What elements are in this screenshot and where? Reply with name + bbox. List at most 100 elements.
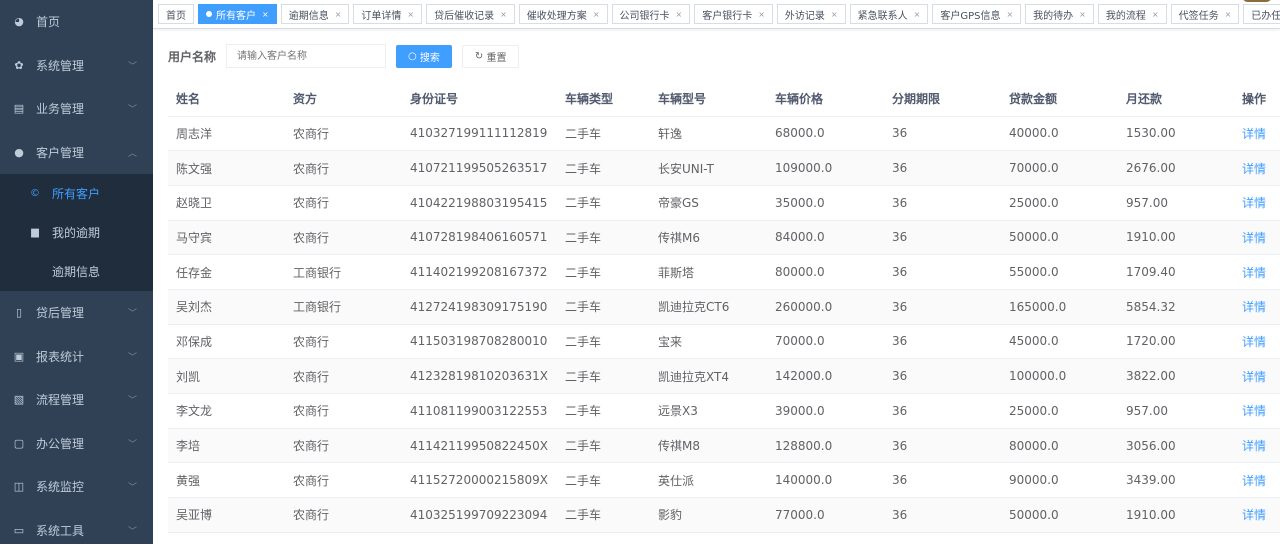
- sidebar-item-7[interactable]: ▢办公管理﹀: [0, 422, 153, 466]
- close-icon[interactable]: ×: [407, 10, 414, 19]
- table-cell: 957.00: [1118, 394, 1234, 429]
- table-cell: 411402199208167372: [402, 255, 557, 290]
- table-cell: 轩逸: [650, 116, 767, 151]
- tab-0[interactable]: 首页: [158, 4, 194, 24]
- close-icon[interactable]: ×: [1152, 10, 1159, 19]
- close-icon[interactable]: ×: [1225, 10, 1232, 19]
- detail-link[interactable]: 详情: [1234, 324, 1280, 359]
- table-cell: 凯迪拉克CT6: [650, 289, 767, 324]
- detail-link[interactable]: 详情: [1234, 498, 1280, 533]
- table-cell: 吴刘杰: [168, 289, 285, 324]
- tab-6[interactable]: 公司银行卡×: [612, 4, 691, 24]
- refresh-icon: ↻: [475, 51, 487, 62]
- table-cell: 25000.0: [1001, 394, 1118, 429]
- table-cell: 英仕派: [650, 463, 767, 498]
- close-icon[interactable]: ×: [262, 10, 269, 19]
- chevron-down-icon: ﹀: [128, 306, 137, 319]
- detail-link[interactable]: 详情: [1234, 359, 1280, 394]
- tab-9[interactable]: 紧急联系人×: [850, 4, 929, 24]
- table-cell: 411081199003122553: [402, 394, 557, 429]
- table-cell: 142000.0: [767, 359, 884, 394]
- sidebar-item-6[interactable]: ▧流程管理﹀: [0, 378, 153, 422]
- column-header: 姓名: [168, 82, 285, 116]
- tab-12[interactable]: 我的流程×: [1098, 4, 1167, 24]
- tab-3[interactable]: 订单详情×: [353, 4, 422, 24]
- tab-1[interactable]: 所有客户×: [198, 4, 277, 24]
- chevron-down-icon: ﹀: [128, 393, 137, 406]
- detail-link[interactable]: 详情: [1234, 428, 1280, 463]
- table-cell: 任存金: [168, 255, 285, 290]
- sidebar-subitem-0[interactable]: ©所有客户: [0, 174, 153, 213]
- table-cell: 二手车: [557, 116, 650, 151]
- detail-link[interactable]: 详情: [1234, 463, 1280, 498]
- table-cell: 二手车: [557, 463, 650, 498]
- monitor-icon: ▣: [12, 350, 26, 363]
- close-icon[interactable]: ×: [335, 10, 342, 19]
- close-icon[interactable]: ×: [676, 10, 683, 19]
- table-cell: 1910.00: [1118, 220, 1234, 255]
- table-cell: 1720.00: [1118, 324, 1234, 359]
- tab-7[interactable]: 客户银行卡×: [694, 4, 773, 24]
- table-icon: ▤: [12, 102, 26, 115]
- sidebar-item-9[interactable]: ▭系统工具﹀: [0, 509, 153, 552]
- sidebar-item-4[interactable]: ▯贷后管理﹀: [0, 291, 153, 335]
- username-input[interactable]: [226, 44, 386, 68]
- avatar[interactable]: [1242, 0, 1272, 2]
- sidebar-item-2[interactable]: ▤业务管理﹀: [0, 87, 153, 131]
- table-cell: 二手车: [557, 255, 650, 290]
- detail-link[interactable]: 详情: [1234, 151, 1280, 186]
- table-cell: 36: [884, 428, 1001, 463]
- table-cell: 影豹: [650, 498, 767, 533]
- close-icon[interactable]: ×: [593, 10, 600, 19]
- detail-link[interactable]: 详情: [1234, 289, 1280, 324]
- close-icon[interactable]: ×: [914, 10, 921, 19]
- table-cell: 1709.40: [1118, 255, 1234, 290]
- close-icon[interactable]: ×: [1079, 10, 1086, 19]
- table-cell: 农商行: [285, 428, 402, 463]
- sidebar-item-8[interactable]: ◫系统监控﹀: [0, 465, 153, 509]
- tab-8[interactable]: 外访记录×: [777, 4, 846, 24]
- tab-13[interactable]: 代签任务×: [1171, 4, 1240, 24]
- detail-link[interactable]: 详情: [1234, 220, 1280, 255]
- close-icon[interactable]: ×: [500, 10, 507, 19]
- tab-11[interactable]: 我的待办×: [1025, 4, 1094, 24]
- close-icon[interactable]: ×: [1006, 10, 1013, 19]
- table-cell: 410728198406160571: [402, 220, 557, 255]
- table-cell: 农商行: [285, 463, 402, 498]
- sidebar-item-5[interactable]: ▣报表统计﹀: [0, 335, 153, 379]
- detail-link[interactable]: 详情: [1234, 116, 1280, 151]
- sidebar-subitem-1[interactable]: ▆我的逾期: [0, 213, 153, 252]
- search-button[interactable]: ○ 搜索: [396, 45, 452, 68]
- table-cell: 农商行: [285, 324, 402, 359]
- table-cell: 410327199111112819: [402, 116, 557, 151]
- detail-link[interactable]: 详情: [1234, 255, 1280, 290]
- table-cell: 109000.0: [767, 151, 884, 186]
- reset-button[interactable]: ↻ 重置: [462, 45, 520, 68]
- user-icon: ●: [12, 146, 26, 159]
- sidebar-item-1[interactable]: ✿系统管理﹀: [0, 44, 153, 88]
- sidebar-subitem-2[interactable]: 逾期信息: [0, 252, 153, 291]
- table-cell: 工商银行: [285, 289, 402, 324]
- close-icon[interactable]: ×: [831, 10, 838, 19]
- table-cell: 赵晓卫: [168, 185, 285, 220]
- tab-4[interactable]: 贷后催收记录×: [426, 4, 515, 24]
- tab-2[interactable]: 逾期信息×: [281, 4, 350, 24]
- tab-5[interactable]: 催收处理方案×: [519, 4, 608, 24]
- table-cell: 90000.0: [1001, 463, 1118, 498]
- sidebar-item-3[interactable]: ●客户管理︿: [0, 131, 153, 175]
- table-cell: 36: [884, 359, 1001, 394]
- tab-14[interactable]: 已办任务×: [1243, 4, 1280, 24]
- detail-link[interactable]: 详情: [1234, 394, 1280, 429]
- tab-10[interactable]: 客户GPS信息×: [932, 4, 1021, 24]
- sidebar-item-0[interactable]: ◕首页: [0, 0, 153, 44]
- detail-link[interactable]: 详情: [1234, 185, 1280, 220]
- table-cell: 411503198708280010: [402, 324, 557, 359]
- chevron-down-icon: ﹀: [128, 480, 137, 493]
- close-icon[interactable]: ×: [758, 10, 765, 19]
- column-header: 贷款金额: [1001, 82, 1118, 116]
